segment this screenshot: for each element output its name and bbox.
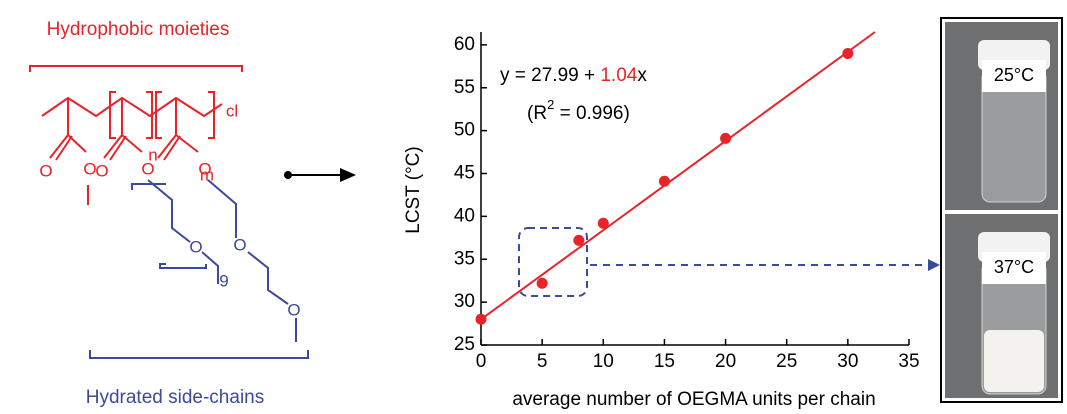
photo-label: 25°C <box>994 65 1034 85</box>
r2-part: = 0.996) <box>554 103 630 124</box>
eq-slope: 1.04 <box>600 65 637 86</box>
y-tick-label: 25 <box>454 334 475 355</box>
end-group: cl <box>226 101 238 120</box>
label-box <box>982 252 1046 284</box>
x-tick-label: 10 <box>593 351 614 372</box>
atom: O <box>39 161 52 180</box>
r-squared: (R2 = 0.996) <box>527 97 630 124</box>
bottom-label: Hydrated side-chains <box>86 387 264 408</box>
eq-part: + <box>579 65 601 86</box>
x-tick-label: 15 <box>654 351 675 372</box>
r2-part: (R <box>527 103 547 124</box>
arrow-head <box>340 168 356 182</box>
x-tick-label: 35 <box>898 351 919 372</box>
point <box>597 217 609 229</box>
subscript: 9 <box>219 271 228 290</box>
atom: O <box>83 159 96 178</box>
x-tick-label: 5 <box>537 351 548 372</box>
ester-3 <box>157 98 199 161</box>
ester-2 <box>103 98 143 161</box>
bottom-bracket <box>89 350 309 359</box>
y-tick-label: 45 <box>454 163 475 184</box>
y-axis-label: LCST (°C) <box>403 146 424 233</box>
y-tick-label: 40 <box>454 205 475 226</box>
fit-line <box>480 31 876 321</box>
y-tick-label: 60 <box>454 34 475 55</box>
ester-1 <box>49 98 89 205</box>
subscript: n <box>148 145 157 164</box>
top-label: Hydrophobic moieties <box>47 19 230 40</box>
atom: O <box>233 235 246 254</box>
x-tick-label: 20 <box>715 351 736 372</box>
x-tick-label: 25 <box>776 351 797 372</box>
highlight-box <box>518 227 588 297</box>
x-axis-label: average number of OEGMA units per chain <box>512 389 875 410</box>
atom: O <box>141 159 154 178</box>
atom: O <box>198 159 211 178</box>
point <box>536 277 548 289</box>
side-chain-2 <box>207 179 297 342</box>
eq-intercept: 27.99 <box>531 65 579 86</box>
eq-part: x <box>637 65 647 86</box>
subscript: m <box>200 165 214 184</box>
turbid-solution <box>984 330 1044 392</box>
point <box>658 175 670 187</box>
backbone <box>41 96 223 118</box>
y-tick-label: 30 <box>454 291 475 312</box>
brackets <box>109 91 215 139</box>
structure: Hydrophobic moieties O O O O O n m cl O … <box>29 19 309 408</box>
y-tick-label: 55 <box>454 77 475 98</box>
point <box>573 234 585 246</box>
side-chain-1 <box>131 179 219 284</box>
label-box <box>982 60 1046 92</box>
x-tick-label: 30 <box>837 351 858 372</box>
atom: O <box>95 161 108 180</box>
r2-part: 2 <box>547 97 554 112</box>
dashed-arrow-head <box>928 259 940 271</box>
photos: 25°C 37°C <box>940 17 1063 403</box>
point <box>720 132 732 144</box>
point <box>475 313 487 325</box>
x-tick-label: 0 <box>476 351 487 372</box>
y-tick-label: 50 <box>454 120 475 141</box>
atom: O <box>189 237 202 256</box>
photo-label: 37°C <box>994 257 1034 277</box>
point <box>842 47 854 59</box>
equation: y = 27.99 + 1.04x <box>500 65 647 86</box>
y-tick-label: 35 <box>454 248 475 269</box>
eq-part: y = <box>500 65 531 86</box>
atom: O <box>287 300 300 319</box>
top-bracket <box>29 65 243 72</box>
